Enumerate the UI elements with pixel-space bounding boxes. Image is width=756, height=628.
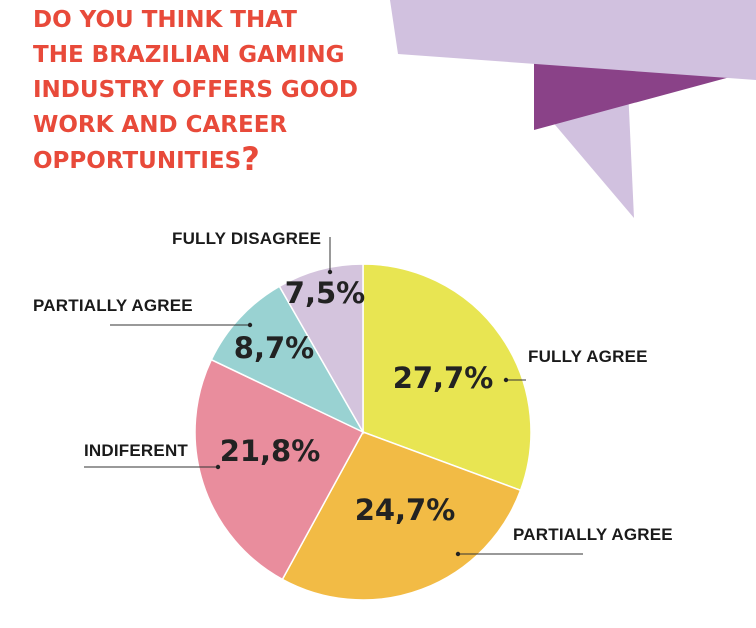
leader-dot-2: [455, 551, 461, 557]
ribbon-band-shape: [390, 0, 756, 80]
title-question-mark: ?: [241, 140, 260, 178]
pie-slice-3: [194, 358, 365, 581]
leader-dot-4: [247, 322, 253, 328]
slice-category-label-5: FULLY DISAGREE: [172, 229, 321, 248]
title-line-5: OPPORTUNITIES?: [33, 140, 260, 178]
ribbon-decoration: [390, 0, 756, 218]
ribbon-fold-shape: [534, 60, 756, 130]
chart-title: DO YOU THINK THAT THE BRAZILIAN GAMING I…: [33, 7, 358, 178]
slice-category-label-3: INDIFERENT: [84, 441, 188, 460]
pie-slice-4: [210, 285, 365, 434]
title-line-1: DO YOU THINK THAT: [33, 7, 297, 33]
slice-value-label-1: 27,7%: [393, 361, 494, 395]
slice-value-label-4: 8,7%: [234, 331, 314, 365]
slice-category-label-1: FULLY AGREE: [528, 347, 648, 366]
title-line-5-text: OPPORTUNITIES: [33, 148, 241, 174]
title-line-4: WORK AND CAREER: [33, 112, 287, 138]
slice-value-label-5: 7,5%: [285, 276, 365, 310]
slice-category-label-2: PARTIALLY AGREE: [513, 525, 673, 544]
leader-dot-5: [327, 269, 333, 275]
pie-slice-1: [362, 263, 532, 492]
title-line-3: INDUSTRY OFFERS GOOD: [33, 77, 358, 103]
slice-value-label-2: 24,7%: [355, 493, 456, 527]
title-line-2: THE BRAZILIAN GAMING: [33, 42, 344, 68]
pie-slice-2: [281, 431, 522, 601]
pie-chart: [194, 263, 532, 601]
leader-dot-1: [503, 377, 509, 383]
pie-slice-5: [278, 263, 364, 435]
leader-dot-3: [215, 464, 221, 470]
slice-callouts: 27,7% FULLY AGREE 24,7% PARTIALLY AGREE 21,8…: [33, 229, 673, 557]
slice-value-label-3: 21,8%: [220, 434, 321, 468]
slice-category-label-4: PARTIALLY AGREE: [33, 296, 193, 315]
